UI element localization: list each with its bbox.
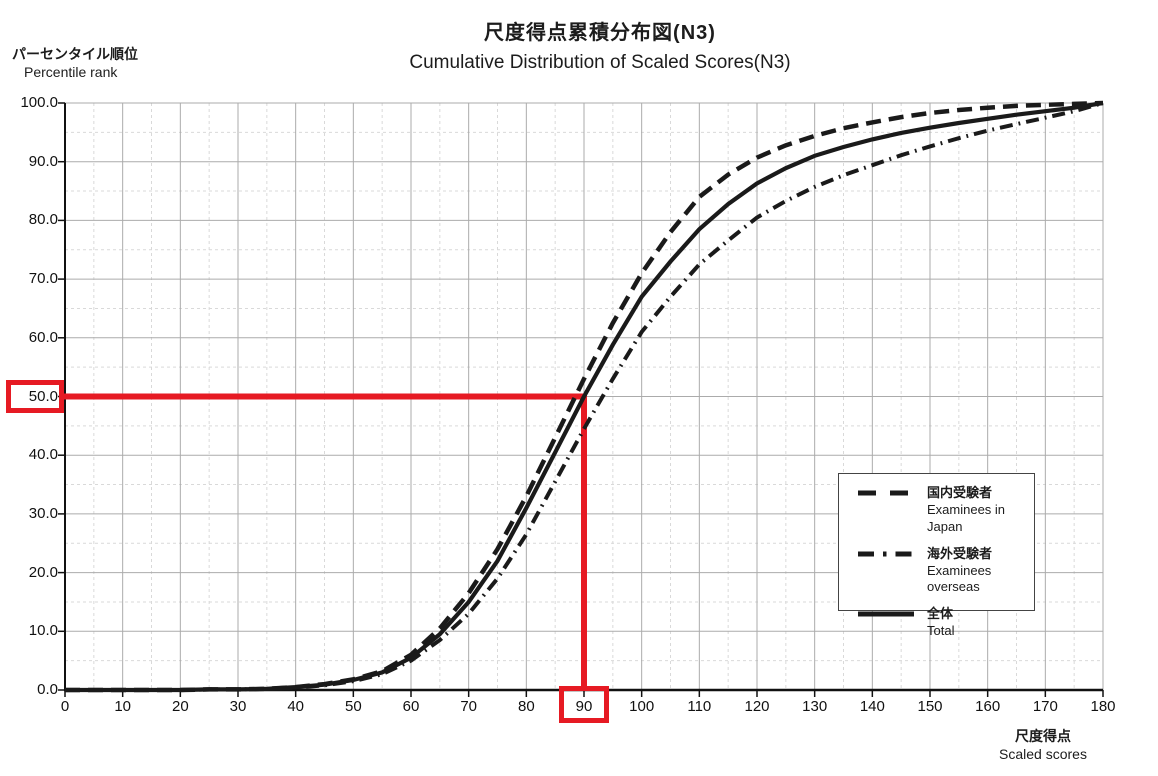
legend-label-japan-ja: 国内受験者: [927, 485, 993, 500]
dash-dot-line-icon: [858, 551, 914, 557]
x-axis-label-english: Scaled scores: [999, 746, 1087, 763]
legend-box: 国内受験者 Examinees in Japan 海外受験者 Examinees…: [838, 473, 1035, 638]
y-axis-label-block: パーセンタイル順位 Percentile rank: [12, 46, 138, 81]
curve-total: [65, 100, 1104, 693]
legend-label-total-ja: 全体: [927, 606, 954, 622]
y-axis-label-english: Percentile rank: [24, 63, 118, 80]
legend-label-japan-en: Examinees in Japan: [927, 501, 1006, 534]
chart-title-japanese: 尺度得点累積分布図(N3): [484, 22, 716, 44]
legend-item-japan: 国内受験者 Examinees in Japan: [857, 485, 1034, 536]
legend-label-overseas: 海外受験者 Examinees overseas: [927, 546, 1034, 597]
solid-line-icon: [858, 611, 914, 617]
legend-item-overseas: 海外受験者 Examinees overseas: [857, 546, 1034, 597]
highlight-box-score-90: [559, 686, 609, 723]
chart-title-english: Cumulative Distribution of Scaled Scores…: [409, 52, 791, 73]
y-axis-label-japanese: パーセンタイル順位: [12, 46, 138, 62]
legend-label-total: 全体 Total: [927, 606, 954, 640]
legend-label-overseas-en: Examinees overseas: [927, 562, 992, 595]
highlight-box-percentile-50: [6, 380, 64, 413]
chart-title-block: 尺度得点累積分布図(N3) Cumulative Distribution of…: [65, 20, 1135, 76]
legend-item-total: 全体 Total: [857, 606, 1034, 640]
dashed-line-icon: [858, 490, 914, 496]
x-axis-label-block: 尺度得点 Scaled scores: [983, 727, 1103, 763]
legend-label-total-en: Total: [927, 623, 955, 639]
legend-label-japan: 国内受験者 Examinees in Japan: [927, 485, 1034, 536]
x-axis-label-japanese: 尺度得点: [1015, 728, 1071, 744]
legend-label-overseas-ja: 海外受験者: [927, 545, 993, 561]
